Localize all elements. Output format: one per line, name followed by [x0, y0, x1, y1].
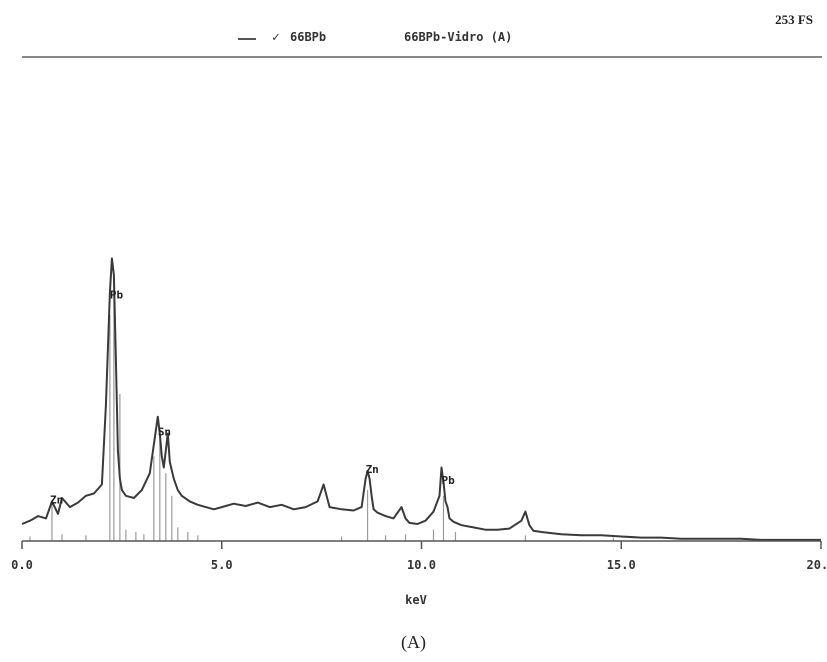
x-tick-label: 5.0	[211, 558, 233, 572]
legend-line-swatch	[238, 38, 256, 40]
element-label-zn: Zn	[50, 493, 63, 506]
x-tick-label: 20.0	[807, 558, 827, 572]
element-label-zn: Zn	[366, 463, 379, 476]
x-axis-title: keV	[405, 593, 427, 607]
panel-label: (A)	[401, 632, 426, 652]
element-label-pb: Pb	[110, 288, 124, 301]
series-layer	[21, 257, 821, 541]
x-tick-label: 10.0	[407, 558, 436, 572]
legend-check-icon[interactable]: ✓	[272, 30, 280, 45]
sample-title: 66BPb-Vidro (A)	[404, 30, 513, 44]
element-label-pb: Pb	[441, 474, 455, 487]
header-divider	[22, 56, 822, 58]
element-label-sn: Sn	[158, 426, 171, 439]
legend-series-name: 66BPb	[290, 30, 327, 44]
x-tick-label: 0.0	[11, 558, 33, 572]
series-line-66bpb	[21, 257, 821, 541]
element-labels-layer: Zn Pb Sn Zn Pb	[50, 288, 455, 506]
x-axis: 0.0 5.0 10.0 15.0 20.0	[11, 540, 827, 572]
full-scale-label: 253 FS	[775, 12, 813, 27]
x-tick-label: 15.0	[607, 558, 636, 572]
